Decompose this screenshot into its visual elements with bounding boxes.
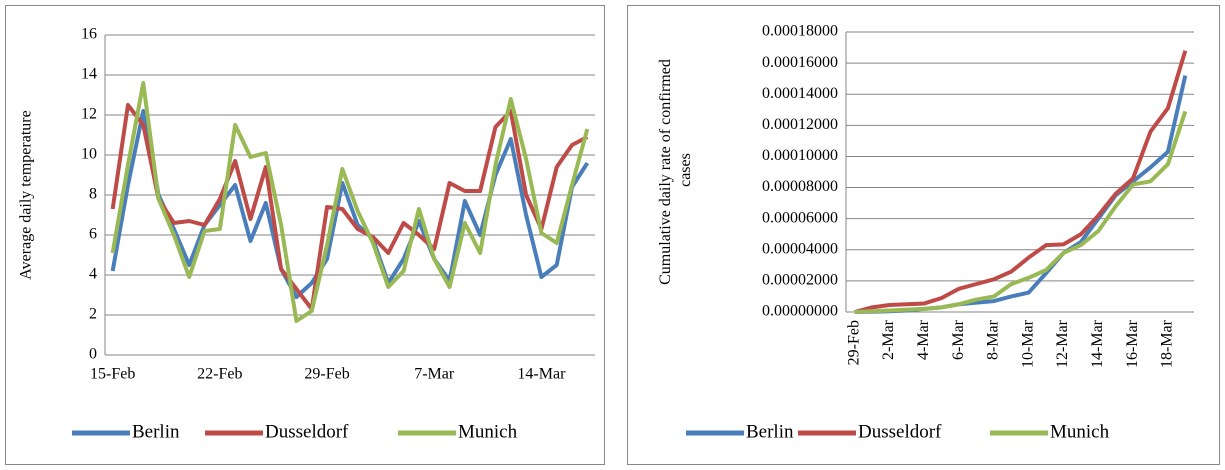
data-line <box>854 110 1188 314</box>
y-tick-label: 10 <box>81 146 97 163</box>
y-tick-label: 6 <box>89 226 97 243</box>
y-tick-label: 0.00014000 <box>762 85 838 102</box>
y-axis-title-line: cases <box>677 153 694 191</box>
x-tick-label: 2-Mar <box>880 319 897 360</box>
chart-frame <box>627 5 1220 465</box>
x-tick-label: 15-Feb <box>90 366 135 383</box>
x-tick-label: 12-Mar <box>1054 319 1071 368</box>
y-tick-label: 12 <box>81 106 97 123</box>
legend-label: Dusseldorf <box>858 421 942 442</box>
data-line <box>854 50 1188 314</box>
y-tick-label: 14 <box>81 66 97 83</box>
legend-label: Berlin <box>132 421 180 442</box>
x-tick-label: 22-Feb <box>197 366 242 383</box>
y-tick-label: 8 <box>89 186 97 203</box>
y-axis-title: Cumulative daily rate of confirmed cases <box>657 59 694 285</box>
x-tick-label: 7-Mar <box>414 366 455 383</box>
y-tick-label: 0.00006000 <box>762 209 838 226</box>
y-axis-title-line: Cumulative daily rate of confirmed <box>657 59 674 285</box>
x-tick-label: 14-Mar <box>517 366 566 383</box>
x-tick-label: 29-Feb <box>845 320 862 365</box>
legend-label: Munich <box>1050 421 1110 442</box>
y-axis-title: Average daily temperature <box>18 110 35 279</box>
y-tick-label: 0.00018000 <box>762 23 838 40</box>
y-tick-label: 0.00008000 <box>762 178 838 195</box>
x-tick-label: 18-Mar <box>1159 319 1176 368</box>
y-tick-label: 0 <box>89 346 97 363</box>
x-tick-label: 10-Mar <box>1019 319 1036 368</box>
x-tick-label: 14-Mar <box>1089 319 1106 368</box>
y-tick-label: 2 <box>89 306 97 323</box>
x-tick-label: 6-Mar <box>950 319 967 360</box>
legend-label: Dusseldorf <box>265 421 349 442</box>
y-tick-label: 0.00002000 <box>762 272 838 289</box>
y-tick-label: 0.00010000 <box>762 147 838 164</box>
data-line <box>110 81 590 323</box>
x-tick-label: 16-Mar <box>1124 319 1141 368</box>
y-tick-label: 4 <box>89 266 97 283</box>
y-tick-label: 0.00012000 <box>762 116 838 133</box>
x-tick-label: 29-Feb <box>304 366 349 383</box>
y-tick-label: 16 <box>81 26 97 43</box>
legend-label: Munich <box>458 421 518 442</box>
y-tick-label: 0.00004000 <box>762 240 838 257</box>
legend-label: Berlin <box>746 421 794 442</box>
data-line <box>110 109 590 299</box>
x-tick-label: 4-Mar <box>915 319 932 360</box>
x-tick-label: 8-Mar <box>985 319 1002 360</box>
y-tick-label: 0.00016000 <box>762 54 838 71</box>
y-tick-label: 0.00000000 <box>762 303 838 320</box>
